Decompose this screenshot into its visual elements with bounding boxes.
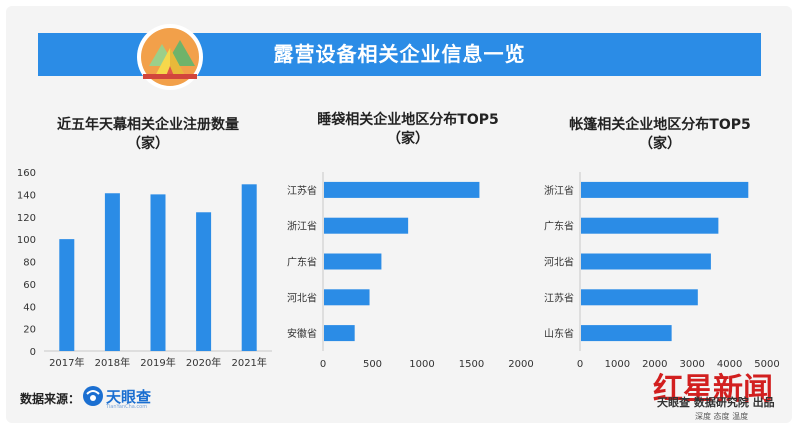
chart2-bar bbox=[324, 253, 382, 270]
chart3-bar bbox=[581, 325, 672, 342]
chart3-title: 帐篷相关企业地区分布TOP5 （家） bbox=[540, 116, 780, 154]
chart1-y-tick-label: 60 bbox=[23, 280, 36, 291]
chart3-x-tick-label: 5000 bbox=[754, 359, 779, 370]
chart3-x-tick-label: 2000 bbox=[642, 359, 667, 370]
tianyancha-logo-icon bbox=[83, 386, 103, 406]
chart1-y-tick-label: 20 bbox=[23, 325, 36, 336]
chart3-bar bbox=[581, 253, 711, 270]
chart1-bar bbox=[241, 184, 257, 351]
chart1-x-tick-label: 2020年 bbox=[186, 356, 221, 369]
chart1-x-tick-label: 2017年 bbox=[49, 356, 84, 369]
chart2-x-tick-label: 1000 bbox=[409, 359, 434, 370]
chart2-bar bbox=[324, 181, 480, 198]
source-name: 天眼查 bbox=[106, 388, 152, 406]
chart2-category-label: 江苏省 bbox=[287, 184, 317, 197]
chart1-x-tick-label: 2021年 bbox=[231, 356, 266, 369]
chart1-y-tick-label: 80 bbox=[23, 258, 36, 269]
publisher-credit: 天眼查 数据研究院 出品 bbox=[657, 396, 775, 409]
chart2-title-line1: 睡袋相关企业地区分布TOP5 bbox=[317, 112, 499, 128]
chart1-y-tick-label: 40 bbox=[23, 302, 36, 313]
chart2-category-label: 河北省 bbox=[287, 291, 317, 304]
chart3-category-label: 广东省 bbox=[544, 220, 574, 233]
chart3-x-tick-label: 1000 bbox=[605, 359, 630, 370]
chart1-x-tick-label: 2019年 bbox=[140, 356, 175, 369]
chart1-x-tick-label: 2018年 bbox=[95, 356, 130, 369]
chart2-bar bbox=[324, 217, 409, 234]
chart3-title-line2: （家） bbox=[639, 136, 681, 152]
chart1-title-line1: 近五年天幕相关企业注册数量 bbox=[57, 117, 239, 133]
chart3-category-label: 河北省 bbox=[544, 256, 574, 269]
chart2-x-tick-label: 0 bbox=[320, 359, 326, 370]
chart2-category-label: 安徽省 bbox=[287, 327, 317, 340]
chart1-y-tick-label: 0 bbox=[30, 347, 36, 358]
chart1-y-tick-label: 140 bbox=[17, 190, 36, 201]
chart3-x-tick-label: 4000 bbox=[717, 359, 742, 370]
chart2-title-line2: （家） bbox=[387, 131, 429, 147]
source-label: 数据来源： bbox=[20, 392, 81, 406]
camping-tent-icon bbox=[137, 24, 203, 90]
watermark-slogan: 深度 态度 温度 bbox=[695, 412, 749, 421]
chart1-bar bbox=[59, 239, 75, 351]
chart3-category-label: 浙江省 bbox=[544, 184, 574, 197]
chart1-y-tick-label: 100 bbox=[17, 235, 36, 246]
chart2-bar bbox=[324, 289, 370, 306]
chart1-bar bbox=[104, 193, 120, 351]
chart1-title-line2: （家） bbox=[127, 136, 169, 152]
chart2-bar bbox=[324, 325, 355, 342]
chart3-bar bbox=[581, 181, 749, 198]
chart2-title: 睡袋相关企业地区分布TOP5 （家） bbox=[288, 111, 528, 149]
chart2-category-label: 广东省 bbox=[287, 256, 317, 269]
page-title: 露营设备相关企业信息一览 bbox=[273, 42, 526, 66]
chart3-x-tick-label: 0 bbox=[577, 359, 583, 370]
chart3-bar bbox=[581, 289, 698, 306]
chart2-x-tick-label: 500 bbox=[363, 359, 382, 370]
chart1-title: 近五年天幕相关企业注册数量 （家） bbox=[28, 116, 268, 154]
chart3-category-label: 山东省 bbox=[544, 327, 574, 340]
watermark-logo: 红星新闻 bbox=[653, 372, 773, 407]
chart3-bar bbox=[581, 217, 719, 234]
chart3-title-line1: 帐篷相关企业地区分布TOP5 bbox=[569, 117, 751, 133]
chart2-x-tick-label: 2000 bbox=[508, 359, 533, 370]
chart2-category-label: 浙江省 bbox=[287, 220, 317, 233]
chart3-category-label: 江苏省 bbox=[544, 291, 574, 304]
chart3-x-tick-label: 3000 bbox=[679, 359, 704, 370]
chart2-x-tick-label: 1500 bbox=[459, 359, 484, 370]
chart1-bar bbox=[196, 212, 212, 351]
chart1-bar bbox=[150, 194, 166, 351]
source-subtitle: TianYanCha.com bbox=[106, 404, 148, 410]
chart1-y-tick-label: 160 bbox=[17, 168, 36, 179]
chart1-y-tick-label: 120 bbox=[17, 213, 36, 224]
